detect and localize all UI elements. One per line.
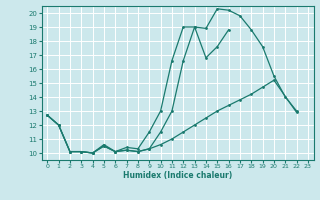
X-axis label: Humidex (Indice chaleur): Humidex (Indice chaleur): [123, 171, 232, 180]
